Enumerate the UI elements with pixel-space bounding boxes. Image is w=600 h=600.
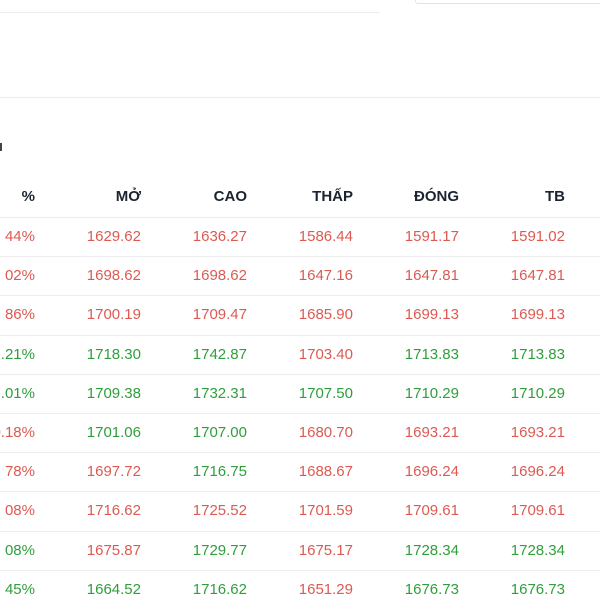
table-cell: 1647.16 xyxy=(298,267,353,285)
table-cell: 1709.47 xyxy=(192,306,247,324)
table-cell: 1696.24 xyxy=(510,463,565,481)
table-cell: 1701.06 xyxy=(86,424,141,441)
table-cell: 1675.87 xyxy=(86,541,141,559)
table-cell: 1728.34 xyxy=(510,541,565,559)
table-cell: 1664.52 xyxy=(86,580,141,598)
table-cell: .01% xyxy=(0,384,35,402)
column-header: ĐÓNG xyxy=(414,188,459,205)
table-cell: 1700.19 xyxy=(86,306,141,324)
table-cell: 1713.83 xyxy=(404,345,459,363)
row-divider xyxy=(0,452,600,454)
table-cell: 1698.62 xyxy=(192,267,247,285)
table-cell: 44% xyxy=(4,228,35,245)
table-cell: 1718.30 xyxy=(86,345,141,363)
column-header: % xyxy=(21,188,35,205)
edge-mark xyxy=(0,143,2,151)
table-cell: 1685.90 xyxy=(298,306,353,324)
table-cell: 1728.34 xyxy=(404,541,459,559)
table-cell: 1703.40 xyxy=(298,345,353,363)
row-divider xyxy=(0,530,600,532)
table-cell: 1716.75 xyxy=(192,463,247,481)
table-cell: 45% xyxy=(4,580,35,598)
table-cell: 1675.17 xyxy=(298,541,353,559)
table-cell: 1709.61 xyxy=(404,502,459,520)
row-divider xyxy=(0,217,600,218)
top-box xyxy=(415,0,600,4)
table-cell: 1742.87 xyxy=(192,345,247,363)
row-divider xyxy=(0,295,600,297)
row-divider xyxy=(0,373,600,375)
table-cell: 1709.61 xyxy=(510,502,565,520)
table-cell: 02% xyxy=(4,267,35,285)
table-cell: 86% xyxy=(4,306,35,324)
table-cell: 1693.21 xyxy=(510,424,565,441)
table-cell: 1629.62 xyxy=(86,228,141,245)
column-header: CAO xyxy=(213,188,247,205)
table-cell: 1591.02 xyxy=(510,228,565,245)
table-cell: 1707.00 xyxy=(192,424,247,441)
table-cell: 08% xyxy=(4,541,35,559)
table-cell: 08% xyxy=(4,502,35,520)
table-cell: 1586.44 xyxy=(298,228,353,245)
table-cell: 1698.62 xyxy=(86,267,141,285)
table-cell: 78% xyxy=(4,463,35,481)
table-cell: 1707.50 xyxy=(298,384,353,402)
table-cell: 1676.73 xyxy=(510,580,565,598)
divider xyxy=(0,97,600,98)
row-divider xyxy=(0,256,600,258)
table-cell: 1716.62 xyxy=(192,580,247,598)
table-cell: 1636.27 xyxy=(192,228,247,245)
column-header: MỞ xyxy=(115,188,141,205)
table-cell: 1699.13 xyxy=(404,306,459,324)
table-cell: 1680.70 xyxy=(298,424,353,441)
table-cell: .21% xyxy=(0,345,35,363)
row-divider xyxy=(0,413,600,414)
table-cell: 1693.21 xyxy=(404,424,459,441)
table-cell: 1725.52 xyxy=(192,502,247,520)
table-cell: 1732.31 xyxy=(192,384,247,402)
column-header: TB xyxy=(545,188,565,205)
divider xyxy=(0,12,380,13)
table-cell: 0.18% xyxy=(0,424,35,441)
table-cell: 1591.17 xyxy=(404,228,459,245)
table-cell: 1696.24 xyxy=(404,463,459,481)
table-cell: 1729.77 xyxy=(192,541,247,559)
row-divider xyxy=(0,491,600,493)
table-cell: 1710.29 xyxy=(404,384,459,402)
table-cell: 1647.81 xyxy=(510,267,565,285)
row-divider xyxy=(0,569,600,571)
table-cell: 1688.67 xyxy=(298,463,353,481)
table-cell: 1651.29 xyxy=(298,580,353,598)
column-header: THẤP xyxy=(312,188,353,205)
table-cell: 1676.73 xyxy=(404,580,459,598)
row-divider xyxy=(0,334,600,336)
table-cell: 1697.72 xyxy=(86,463,141,481)
table-cell: 1710.29 xyxy=(510,384,565,402)
table-cell: 1701.59 xyxy=(298,502,353,520)
table-cell: 1713.83 xyxy=(510,345,565,363)
table-cell: 1647.81 xyxy=(404,267,459,285)
table-cell: 1699.13 xyxy=(510,306,565,324)
table-cell: 1709.38 xyxy=(86,384,141,402)
table-cell: 1716.62 xyxy=(86,502,141,520)
